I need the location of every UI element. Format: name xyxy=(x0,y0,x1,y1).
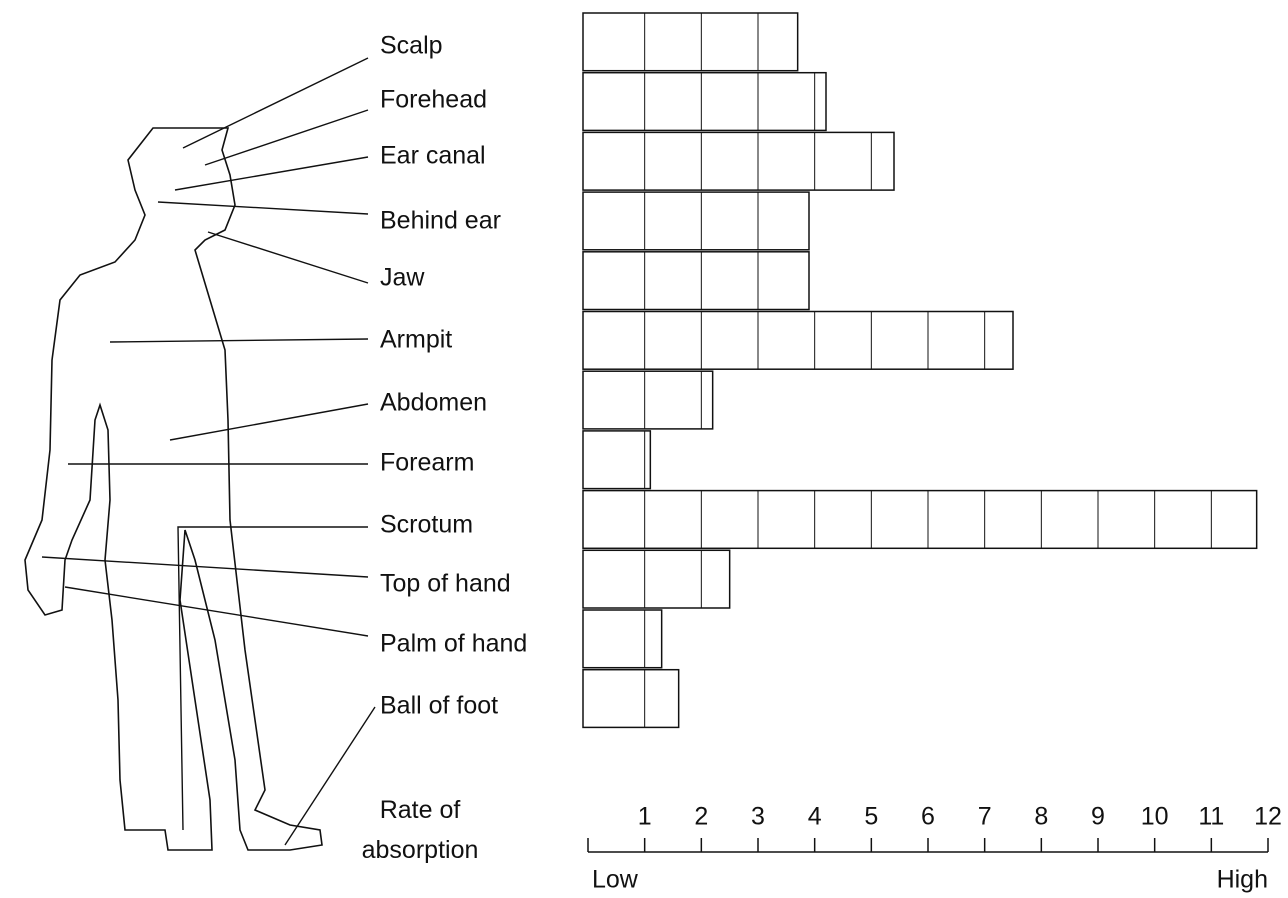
category-label: Ball of foot xyxy=(380,692,498,720)
category-label: Scrotum xyxy=(380,511,473,539)
x-tick-label: 1 xyxy=(638,803,652,831)
bar xyxy=(582,71,827,132)
x-tick-label: 10 xyxy=(1141,803,1169,831)
axis-low-label: Low xyxy=(592,866,639,894)
axis-high-label: High xyxy=(1217,866,1268,894)
bar xyxy=(582,310,1014,370)
bar xyxy=(582,370,714,430)
bar xyxy=(582,191,810,251)
axis-title: Rate of absorption xyxy=(361,796,479,864)
bar xyxy=(582,668,680,729)
x-tick-label: 4 xyxy=(808,803,822,831)
x-tick-label: 8 xyxy=(1034,803,1048,831)
bar xyxy=(582,549,731,609)
bar xyxy=(582,251,810,311)
category-label: Armpit xyxy=(380,326,452,354)
category-label: Palm of hand xyxy=(380,630,527,658)
bar xyxy=(582,131,895,191)
x-tick-label: 9 xyxy=(1091,803,1105,831)
category-label: Behind ear xyxy=(380,207,501,235)
category-label: Forehead xyxy=(380,86,487,114)
bar xyxy=(582,489,1258,550)
category-label: Ear canal xyxy=(380,142,486,170)
category-label: Top of hand xyxy=(380,570,511,598)
x-tick-label: 2 xyxy=(694,803,708,831)
x-tick-label: 11 xyxy=(1198,803,1224,831)
x-tick-label: 12 xyxy=(1254,803,1282,831)
x-tick-label: 7 xyxy=(978,803,992,831)
x-tick-label: 5 xyxy=(864,803,878,831)
bar xyxy=(582,609,663,669)
bar xyxy=(582,430,652,490)
leader-lines xyxy=(41,57,376,846)
category-label: Jaw xyxy=(380,264,425,292)
body-silhouette xyxy=(24,127,323,851)
x-tick-label: 6 xyxy=(921,803,935,831)
category-label: Scalp xyxy=(380,32,443,60)
category-label: Abdomen xyxy=(380,389,487,417)
bar xyxy=(582,12,799,72)
x-tick-label: 3 xyxy=(751,803,765,831)
category-label: Forearm xyxy=(380,449,474,477)
